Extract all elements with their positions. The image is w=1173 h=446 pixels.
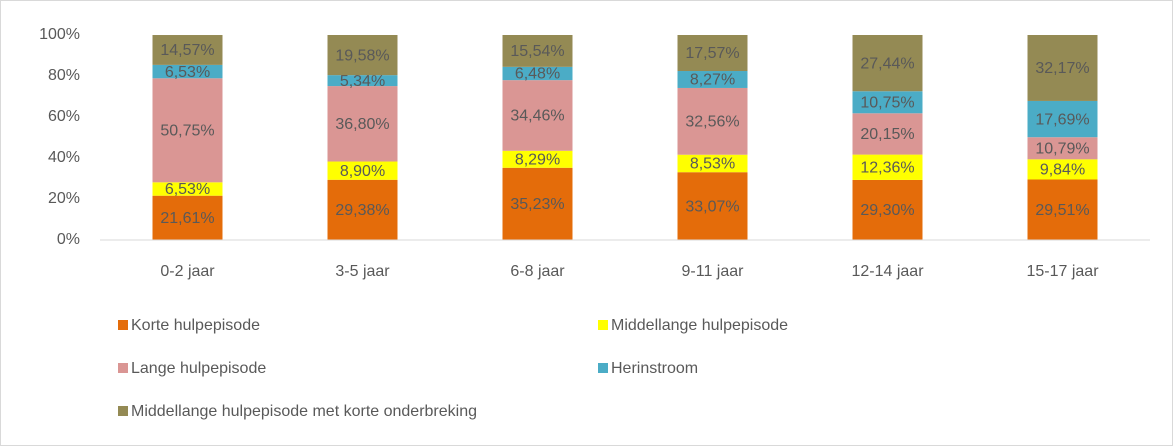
legend-label: Lange hulpepisode	[131, 360, 266, 377]
bar-segment	[152, 78, 223, 183]
data-label: 6,53%	[165, 64, 210, 81]
bar-segment	[1027, 179, 1098, 240]
data-label: 8,29%	[515, 152, 560, 169]
bar-segment	[677, 154, 748, 173]
data-label: 27,44%	[860, 55, 914, 72]
data-label: 35,23%	[510, 196, 564, 213]
bar-segment	[1027, 100, 1098, 138]
x-tick-label: 15-17 jaar	[1026, 263, 1099, 280]
legend-label: Korte hulpepisode	[131, 317, 260, 334]
data-label: 8,53%	[690, 156, 735, 173]
bar-segment	[502, 35, 573, 67]
data-label: 8,90%	[340, 163, 385, 180]
data-label: 32,17%	[1035, 60, 1089, 77]
data-label: 6,53%	[165, 181, 210, 198]
bar-segment	[852, 113, 923, 155]
x-tick-label: 3-5 jaar	[335, 263, 390, 280]
bar-segment	[152, 195, 223, 240]
bar-segment	[502, 66, 573, 81]
data-label: 19,58%	[335, 47, 389, 64]
legend-label: Herinstroom	[611, 360, 698, 377]
legend-swatch	[118, 320, 128, 330]
legend-swatch	[118, 406, 128, 416]
x-tick-label: 0-2 jaar	[160, 263, 215, 280]
bar-segment	[677, 35, 748, 72]
x-tick-label: 9-11 jaar	[682, 263, 745, 280]
bar-segment	[327, 35, 398, 76]
y-tick-label: 60%	[48, 108, 80, 125]
data-label: 29,51%	[1035, 202, 1089, 219]
data-label: 36,80%	[335, 116, 389, 133]
legend-label: Middellange hulpepisode met korte onderb…	[131, 403, 477, 420]
data-label: 12,36%	[860, 159, 914, 176]
bar-segment	[852, 154, 923, 180]
y-tick-label: 40%	[48, 149, 80, 166]
bar-segment	[1027, 137, 1098, 160]
data-label: 29,38%	[335, 202, 389, 219]
bar-segment	[327, 75, 398, 87]
x-tick-label: 6-8 jaar	[510, 263, 565, 280]
legend-swatch	[598, 363, 608, 373]
bar-segment	[152, 35, 223, 65]
data-label: 21,61%	[160, 210, 214, 227]
bar-segment	[152, 64, 223, 79]
legend-label: Middellange hulpepisode	[611, 317, 788, 334]
data-label: 34,46%	[510, 108, 564, 125]
data-label: 50,75%	[160, 123, 214, 140]
y-tick-label: 0%	[57, 231, 80, 248]
bar-segment	[1027, 159, 1098, 180]
x-tick-label: 12-14 jaar	[851, 263, 924, 280]
data-label: 32,56%	[685, 114, 739, 131]
data-label: 5,34%	[340, 73, 385, 90]
y-tick-label: 80%	[48, 67, 80, 84]
data-label: 15,54%	[510, 43, 564, 60]
bar-segment	[502, 167, 573, 240]
data-label: 6,48%	[515, 66, 560, 83]
bar-segment	[502, 150, 573, 168]
bar-segment	[1027, 35, 1098, 101]
bar-segment	[152, 182, 223, 196]
bar-segment	[677, 87, 748, 155]
y-tick-label: 100%	[39, 26, 80, 43]
bar-segment	[677, 172, 748, 240]
data-label: 9,84%	[1040, 162, 1085, 179]
bar-segment	[852, 179, 923, 240]
data-label: 33,07%	[685, 198, 739, 215]
bar-segment	[327, 86, 398, 162]
data-label: 8,27%	[690, 72, 735, 89]
legend-swatch	[598, 320, 608, 330]
bar-segment	[327, 161, 398, 180]
data-label: 29,30%	[860, 202, 914, 219]
data-label: 10,79%	[1035, 140, 1089, 157]
data-label: 17,57%	[685, 45, 739, 62]
legend-swatch	[118, 363, 128, 373]
bar-segment	[852, 35, 923, 92]
data-label: 20,15%	[860, 126, 914, 143]
bar-segment	[852, 91, 923, 114]
data-label: 17,69%	[1035, 111, 1089, 128]
y-tick-label: 20%	[48, 190, 80, 207]
bar-segment	[502, 80, 573, 151]
bar-segment	[677, 71, 748, 88]
bar-segment	[327, 179, 398, 240]
data-label: 10,75%	[860, 94, 914, 111]
data-label: 14,57%	[160, 42, 214, 59]
